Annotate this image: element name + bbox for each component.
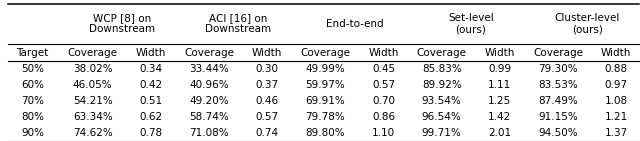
- Text: 70%: 70%: [21, 96, 44, 106]
- Text: 0.70: 0.70: [372, 96, 395, 106]
- Text: WCP [8] on
Downstream: WCP [8] on Downstream: [89, 13, 155, 34]
- Text: 1.11: 1.11: [488, 80, 511, 90]
- Text: ACI [16] on
Downstream: ACI [16] on Downstream: [205, 13, 271, 34]
- Text: 93.54%: 93.54%: [422, 96, 461, 106]
- Text: 99.71%: 99.71%: [422, 128, 461, 138]
- Text: Cluster-level
(ours): Cluster-level (ours): [554, 13, 620, 34]
- Text: Width: Width: [369, 48, 399, 58]
- Text: 89.80%: 89.80%: [305, 128, 345, 138]
- Text: 80%: 80%: [21, 112, 44, 122]
- Text: 60%: 60%: [21, 80, 44, 90]
- Text: 33.44%: 33.44%: [189, 64, 229, 74]
- Text: 49.20%: 49.20%: [189, 96, 229, 106]
- Text: 0.45: 0.45: [372, 64, 395, 74]
- Text: 49.99%: 49.99%: [305, 64, 345, 74]
- Text: 0.51: 0.51: [140, 96, 163, 106]
- Text: Coverage: Coverage: [533, 48, 583, 58]
- Text: 79.30%: 79.30%: [538, 64, 578, 74]
- Text: Width: Width: [484, 48, 515, 58]
- Text: 54.21%: 54.21%: [73, 96, 113, 106]
- Text: 69.91%: 69.91%: [305, 96, 345, 106]
- Text: 58.74%: 58.74%: [189, 112, 229, 122]
- Text: 91.15%: 91.15%: [538, 112, 578, 122]
- Text: Coverage: Coverage: [184, 48, 234, 58]
- Text: End-to-end: End-to-end: [326, 19, 383, 29]
- Text: Coverage: Coverage: [68, 48, 118, 58]
- Text: 2.01: 2.01: [488, 128, 511, 138]
- Text: 59.97%: 59.97%: [305, 80, 345, 90]
- Text: 0.99: 0.99: [488, 64, 511, 74]
- Text: 50%: 50%: [21, 64, 44, 74]
- Text: 74.62%: 74.62%: [73, 128, 113, 138]
- Text: 46.05%: 46.05%: [73, 80, 113, 90]
- Text: 94.50%: 94.50%: [538, 128, 578, 138]
- Text: Coverage: Coverage: [300, 48, 350, 58]
- Text: 0.97: 0.97: [605, 80, 628, 90]
- Text: 0.62: 0.62: [140, 112, 163, 122]
- Text: 71.08%: 71.08%: [189, 128, 229, 138]
- Text: 38.02%: 38.02%: [73, 64, 113, 74]
- Text: 0.78: 0.78: [140, 128, 163, 138]
- Text: Width: Width: [252, 48, 282, 58]
- Text: 0.42: 0.42: [140, 80, 163, 90]
- Text: 89.92%: 89.92%: [422, 80, 461, 90]
- Text: 0.57: 0.57: [255, 112, 279, 122]
- Text: 0.37: 0.37: [255, 80, 279, 90]
- Text: 85.83%: 85.83%: [422, 64, 461, 74]
- Text: 63.34%: 63.34%: [73, 112, 113, 122]
- Text: 0.46: 0.46: [255, 96, 279, 106]
- Text: 1.10: 1.10: [372, 128, 395, 138]
- Text: 0.88: 0.88: [605, 64, 628, 74]
- Text: Width: Width: [601, 48, 632, 58]
- Text: Width: Width: [136, 48, 166, 58]
- Text: 0.30: 0.30: [256, 64, 279, 74]
- Text: 40.96%: 40.96%: [189, 80, 229, 90]
- Text: Set-level
(ours): Set-level (ours): [448, 13, 493, 34]
- Text: 83.53%: 83.53%: [538, 80, 578, 90]
- Text: 0.34: 0.34: [140, 64, 163, 74]
- Text: 1.08: 1.08: [605, 96, 628, 106]
- Text: 87.49%: 87.49%: [538, 96, 578, 106]
- Text: 1.21: 1.21: [605, 112, 628, 122]
- Text: 1.37: 1.37: [605, 128, 628, 138]
- Text: 0.86: 0.86: [372, 112, 395, 122]
- Text: 90%: 90%: [21, 128, 44, 138]
- Text: Coverage: Coverage: [417, 48, 467, 58]
- Text: 79.78%: 79.78%: [305, 112, 345, 122]
- Text: Target: Target: [16, 48, 49, 58]
- Text: 0.57: 0.57: [372, 80, 395, 90]
- Text: 1.25: 1.25: [488, 96, 511, 106]
- Text: 1.42: 1.42: [488, 112, 511, 122]
- Text: 96.54%: 96.54%: [422, 112, 461, 122]
- Text: 0.74: 0.74: [255, 128, 279, 138]
